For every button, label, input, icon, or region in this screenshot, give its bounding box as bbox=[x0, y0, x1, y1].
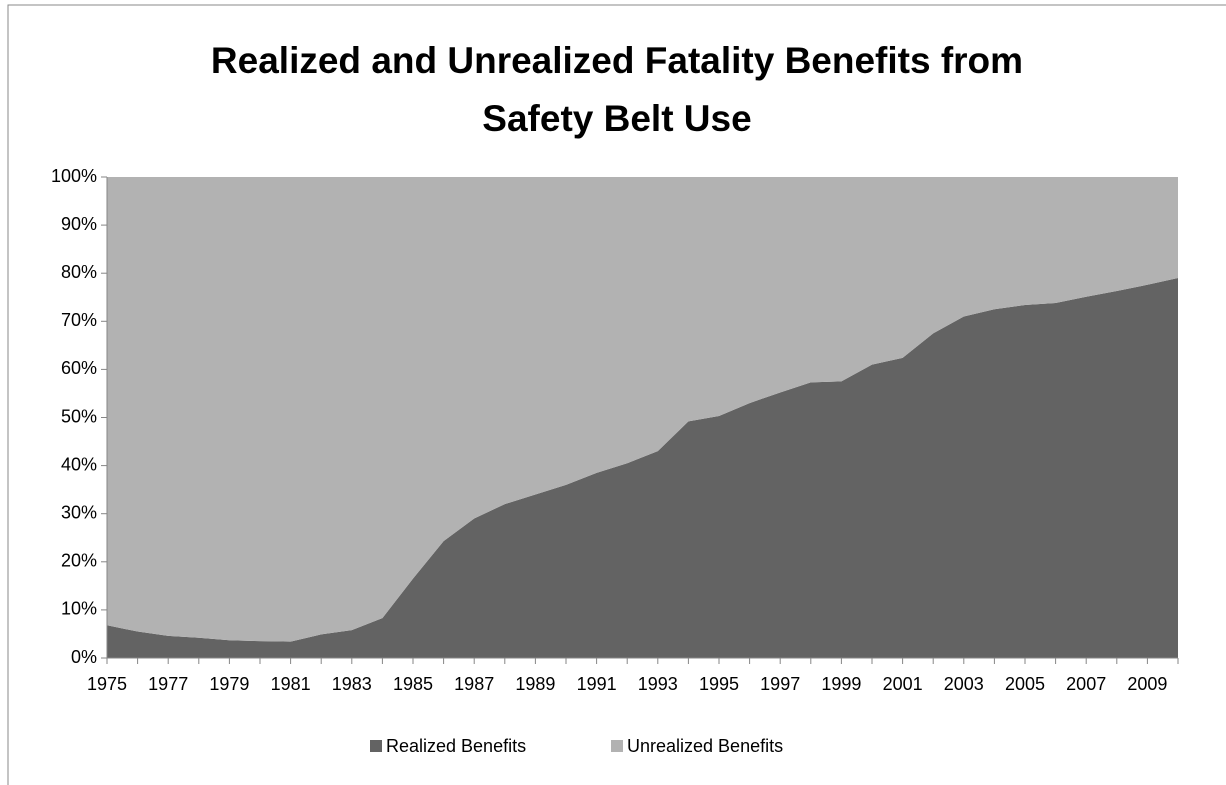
x-tick-label: 1991 bbox=[577, 674, 617, 694]
x-tick-label: 1985 bbox=[393, 674, 433, 694]
y-tick-label: 70% bbox=[61, 310, 97, 330]
x-tick-label: 2005 bbox=[1005, 674, 1045, 694]
x-tick-label: 1997 bbox=[760, 674, 800, 694]
x-tick-label: 1995 bbox=[699, 674, 739, 694]
legend-label: Unrealized Benefits bbox=[627, 736, 783, 756]
x-tick-label: 2003 bbox=[944, 674, 984, 694]
legend-label: Realized Benefits bbox=[386, 736, 526, 756]
x-tick-label: 1989 bbox=[515, 674, 555, 694]
x-tick-label: 2007 bbox=[1066, 674, 1106, 694]
chart-title: Realized and Unrealized Fatality Benefit… bbox=[211, 40, 1023, 81]
legend-swatch bbox=[370, 740, 382, 752]
x-tick-label: 1981 bbox=[271, 674, 311, 694]
y-tick-label: 10% bbox=[61, 599, 97, 619]
chart-title: Safety Belt Use bbox=[482, 98, 751, 139]
x-tick-label: 1983 bbox=[332, 674, 372, 694]
x-tick-label: 1975 bbox=[87, 674, 127, 694]
y-tick-label: 100% bbox=[51, 166, 97, 186]
y-tick-label: 40% bbox=[61, 454, 97, 474]
x-tick-label: 2001 bbox=[883, 674, 923, 694]
area bbox=[107, 177, 1178, 642]
x-tick-label: 1993 bbox=[638, 674, 678, 694]
x-tick-label: 2009 bbox=[1127, 674, 1167, 694]
x-tick-label: 1979 bbox=[209, 674, 249, 694]
y-tick-label: 60% bbox=[61, 358, 97, 378]
y-tick-label: 20% bbox=[61, 551, 97, 571]
y-tick-label: 80% bbox=[61, 262, 97, 282]
x-tick-label: 1999 bbox=[821, 674, 861, 694]
legend-swatch bbox=[611, 740, 623, 752]
y-tick-label: 90% bbox=[61, 214, 97, 234]
area bbox=[107, 278, 1178, 658]
y-tick-label: 30% bbox=[61, 502, 97, 522]
y-tick-label: 0% bbox=[71, 647, 97, 667]
x-tick-label: 1977 bbox=[148, 674, 188, 694]
x-tick-label: 1987 bbox=[454, 674, 494, 694]
y-tick-label: 50% bbox=[61, 406, 97, 426]
